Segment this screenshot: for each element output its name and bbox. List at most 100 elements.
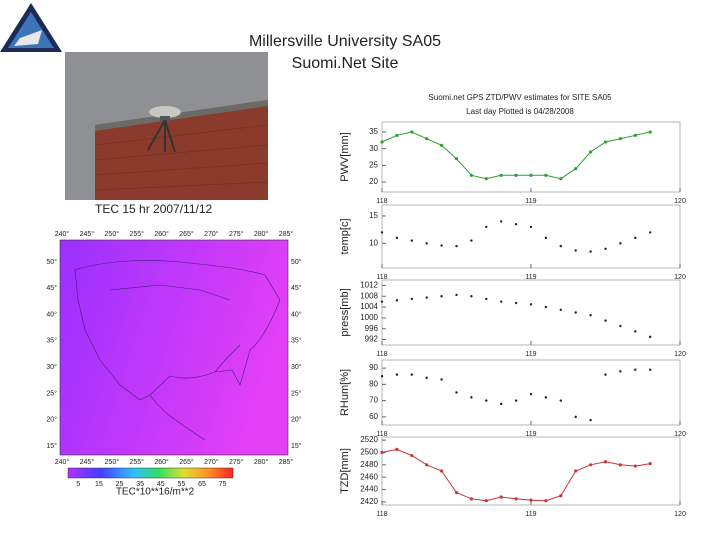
map-lat-label: 45° xyxy=(291,284,302,292)
y-tick-label: 2420 xyxy=(360,497,378,506)
data-point xyxy=(633,464,637,468)
data-point xyxy=(544,305,548,309)
data-point xyxy=(619,324,622,328)
map-lat-label: 35° xyxy=(291,337,302,345)
data-line xyxy=(381,131,651,180)
map-lon-label: 265° xyxy=(179,230,194,238)
data-point xyxy=(574,167,578,171)
data-point xyxy=(529,498,533,502)
chart-subtitle: Last day Plotted is 04/28/2008 xyxy=(466,107,574,116)
data-point xyxy=(574,249,577,252)
data-point xyxy=(589,418,592,422)
data-point xyxy=(380,450,384,455)
data-point xyxy=(440,143,444,147)
data-point xyxy=(514,222,518,226)
colorbar-tick-label: 15 xyxy=(95,481,103,488)
plot-frame xyxy=(381,436,681,506)
map-lat-label: 50° xyxy=(46,258,57,266)
y-tick-label: 2500 xyxy=(360,448,378,457)
x-tick-label: 119 xyxy=(525,351,536,358)
x-tick-label: 119 xyxy=(525,431,536,438)
data-point xyxy=(559,399,562,402)
data-point xyxy=(410,297,413,301)
data-point xyxy=(410,373,413,376)
site-photo xyxy=(65,52,269,200)
data-point xyxy=(604,319,607,322)
data-point xyxy=(410,130,414,134)
map-lon-label: 240° xyxy=(55,458,70,466)
data-point xyxy=(484,499,488,503)
data-point xyxy=(514,301,518,305)
map-lon-label: 275° xyxy=(229,230,244,238)
map-lon-label: 250° xyxy=(105,458,120,466)
y-tick-label: 70 xyxy=(369,396,378,405)
data-point xyxy=(410,239,413,242)
data-point xyxy=(514,399,518,402)
data-point xyxy=(380,231,384,234)
data-point xyxy=(469,497,473,501)
y-axis-label: RHum[%] xyxy=(339,369,351,416)
data-point xyxy=(589,314,592,317)
data-point xyxy=(454,157,459,161)
map-lat-label: 50° xyxy=(291,258,302,266)
data-point xyxy=(484,177,488,181)
y-tick-label: 35 xyxy=(369,127,378,136)
colorbar xyxy=(67,467,234,479)
y-axis-label: press[mb] xyxy=(339,288,351,336)
tec-map xyxy=(59,239,289,479)
data-point xyxy=(589,463,593,467)
map-lon-label: 255° xyxy=(129,230,144,238)
map-lon-label: 285° xyxy=(279,458,294,466)
x-tick-label: 118 xyxy=(376,431,387,438)
data-point xyxy=(425,376,428,380)
data-point xyxy=(559,308,562,311)
map-lon-label: 275° xyxy=(229,458,244,466)
data-point xyxy=(529,225,533,229)
colorbar-label: TEC*10**16/m**2 xyxy=(116,487,195,498)
map-lon-label: 260° xyxy=(154,230,169,238)
data-point xyxy=(544,173,548,177)
data-point xyxy=(395,447,399,451)
map-lat-label: 40° xyxy=(46,310,57,318)
map-lon-label: 245° xyxy=(80,458,95,466)
data-point xyxy=(619,242,622,245)
data-point xyxy=(559,177,563,181)
y-axis-label: temp[c] xyxy=(339,218,351,254)
colorbar-tick-label: 5 xyxy=(76,481,80,488)
x-tick-label: 120 xyxy=(674,511,686,518)
x-tick-label: 118 xyxy=(376,351,387,358)
y-tick-label: 80 xyxy=(369,379,378,388)
y-tick-label: 10 xyxy=(369,238,378,247)
y-tick-label: 90 xyxy=(369,363,378,372)
data-point xyxy=(500,220,503,223)
data-point xyxy=(634,330,637,333)
map-lon-label: 270° xyxy=(204,458,219,466)
data-point xyxy=(649,368,652,371)
data-point xyxy=(529,392,533,396)
data-point xyxy=(395,299,399,302)
data-point xyxy=(649,335,652,339)
data-point xyxy=(574,415,577,419)
map-lon-label: 255° xyxy=(129,458,144,466)
data-point xyxy=(574,311,577,314)
data-point xyxy=(574,469,578,473)
data-point xyxy=(529,303,533,306)
data-point xyxy=(544,236,548,240)
data-point xyxy=(618,137,623,141)
x-tick-label: 120 xyxy=(674,351,686,358)
data-point xyxy=(649,231,652,234)
data-point xyxy=(425,137,429,141)
data-point xyxy=(634,368,637,371)
colorbar-tick-label: 75 xyxy=(219,481,227,488)
x-tick-label: 120 xyxy=(674,274,686,281)
logo xyxy=(0,3,62,52)
y-tick-label: 2440 xyxy=(360,485,378,494)
data-point xyxy=(544,499,548,503)
data-point xyxy=(529,173,533,177)
charts: Suomi.net GPS ZTD/PWV estimates for SITE… xyxy=(339,93,686,518)
data-point xyxy=(500,402,503,406)
colorbar-tick-label: 35 xyxy=(136,481,144,488)
data-point xyxy=(648,461,652,466)
